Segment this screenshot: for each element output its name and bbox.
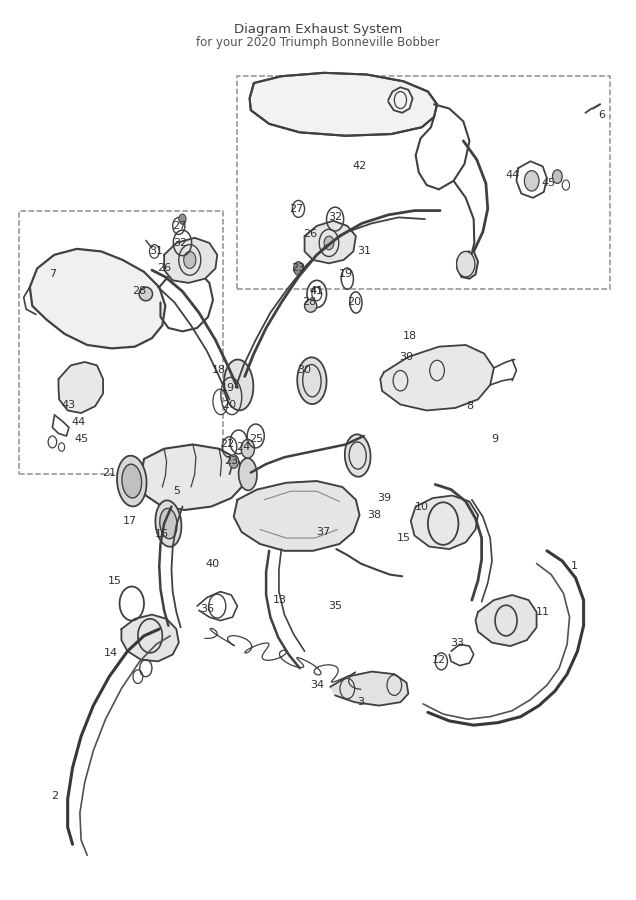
Polygon shape — [121, 615, 179, 662]
Text: 10: 10 — [415, 501, 429, 511]
Text: for your 2020 Triumph Bonneville Bobber: for your 2020 Triumph Bonneville Bobber — [196, 36, 440, 49]
Text: 35: 35 — [328, 601, 342, 611]
Text: 40: 40 — [206, 559, 220, 569]
Text: 39: 39 — [377, 493, 391, 503]
Text: 33: 33 — [450, 638, 464, 648]
Polygon shape — [380, 345, 494, 410]
Polygon shape — [411, 496, 478, 549]
Ellipse shape — [160, 508, 177, 539]
Circle shape — [184, 251, 196, 268]
Text: 2: 2 — [51, 791, 58, 801]
Ellipse shape — [305, 300, 317, 312]
Polygon shape — [164, 238, 218, 283]
Text: 32: 32 — [328, 212, 342, 222]
Text: 6: 6 — [598, 111, 605, 121]
Text: 1: 1 — [571, 561, 578, 572]
Text: 30: 30 — [298, 365, 312, 375]
Text: 27: 27 — [289, 204, 304, 214]
Text: 19: 19 — [221, 382, 235, 392]
Text: 30: 30 — [399, 352, 413, 362]
Ellipse shape — [297, 357, 326, 404]
Text: 28: 28 — [301, 298, 316, 308]
Polygon shape — [30, 249, 165, 348]
Ellipse shape — [224, 359, 253, 410]
Text: 27: 27 — [172, 220, 186, 231]
Text: 38: 38 — [367, 510, 381, 520]
Polygon shape — [330, 671, 408, 706]
Circle shape — [553, 170, 562, 184]
Text: Diagram Exhaust System: Diagram Exhaust System — [234, 22, 402, 35]
Polygon shape — [249, 73, 437, 136]
Text: 43: 43 — [62, 400, 76, 410]
Text: 37: 37 — [316, 527, 330, 537]
Circle shape — [229, 454, 238, 468]
Text: 44: 44 — [505, 170, 519, 180]
Text: 15: 15 — [108, 576, 122, 586]
Circle shape — [179, 214, 186, 224]
Text: 31: 31 — [149, 247, 163, 256]
Circle shape — [294, 262, 303, 275]
Ellipse shape — [122, 464, 142, 498]
Text: 22: 22 — [221, 439, 235, 449]
Text: 18: 18 — [403, 331, 417, 341]
Ellipse shape — [345, 435, 371, 477]
Text: 45: 45 — [74, 434, 88, 444]
Ellipse shape — [238, 458, 257, 491]
Polygon shape — [140, 445, 245, 510]
Ellipse shape — [155, 500, 181, 547]
Text: 41: 41 — [310, 286, 324, 296]
Polygon shape — [305, 220, 356, 264]
Polygon shape — [476, 595, 537, 646]
Ellipse shape — [117, 455, 146, 507]
Text: 17: 17 — [123, 516, 137, 526]
Ellipse shape — [139, 287, 153, 301]
Text: 20: 20 — [347, 298, 362, 308]
Text: 26: 26 — [303, 230, 318, 239]
Polygon shape — [234, 482, 359, 551]
Polygon shape — [59, 362, 103, 413]
Text: 26: 26 — [157, 264, 171, 274]
Text: 8: 8 — [466, 401, 473, 411]
Text: 15: 15 — [396, 533, 410, 543]
Circle shape — [524, 171, 539, 191]
Text: 14: 14 — [103, 648, 118, 658]
Text: 9: 9 — [492, 434, 499, 444]
Text: 28: 28 — [132, 286, 147, 296]
Text: 21: 21 — [102, 468, 116, 478]
Text: 16: 16 — [155, 529, 169, 539]
Text: 31: 31 — [357, 247, 371, 256]
Text: 44: 44 — [71, 417, 86, 427]
Text: 3: 3 — [357, 698, 364, 707]
Circle shape — [457, 251, 475, 277]
Text: 45: 45 — [542, 178, 556, 188]
Circle shape — [324, 236, 334, 249]
Text: 13: 13 — [273, 595, 287, 605]
Text: 41: 41 — [310, 286, 324, 296]
Text: 42: 42 — [352, 161, 366, 171]
Text: 36: 36 — [200, 604, 214, 614]
Text: 19: 19 — [338, 269, 352, 279]
Text: 24: 24 — [237, 442, 251, 452]
Text: 23: 23 — [291, 264, 305, 274]
Text: 5: 5 — [173, 486, 180, 496]
Text: 25: 25 — [249, 434, 263, 444]
Text: 20: 20 — [223, 400, 237, 410]
Circle shape — [241, 439, 254, 458]
Text: 7: 7 — [49, 269, 56, 279]
Text: 18: 18 — [212, 365, 226, 375]
Text: 12: 12 — [432, 654, 446, 665]
Text: 34: 34 — [310, 680, 324, 690]
Text: 32: 32 — [174, 238, 188, 248]
Text: 23: 23 — [225, 456, 238, 466]
Text: 11: 11 — [536, 607, 550, 617]
